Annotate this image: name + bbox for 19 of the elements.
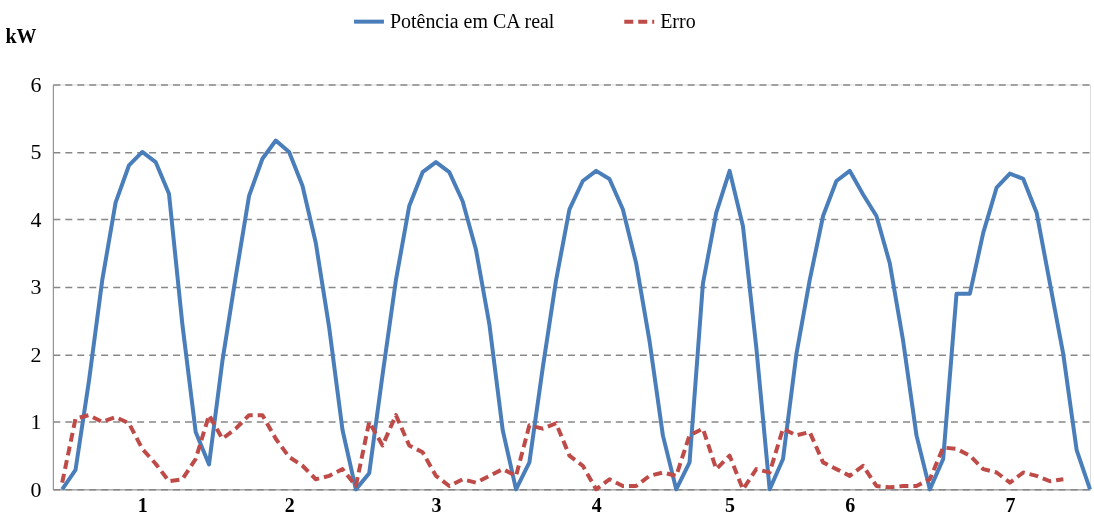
x-tick-label: 2 bbox=[284, 493, 295, 516]
x-tick-label: 7 bbox=[1005, 493, 1016, 516]
x-tick-label: 1 bbox=[137, 493, 148, 516]
y-axis-title: kW bbox=[5, 25, 37, 48]
y-tick-label: 5 bbox=[30, 139, 42, 165]
y-tick-label: 1 bbox=[30, 409, 42, 435]
x-tick-label: 6 bbox=[845, 493, 856, 516]
legend-label: Potência em CA real bbox=[389, 9, 555, 32]
x-tick-label: 3 bbox=[431, 493, 442, 516]
y-tick-label: 2 bbox=[30, 341, 42, 367]
y-tick-label: 0 bbox=[30, 476, 42, 502]
y-tick-label: 6 bbox=[30, 71, 42, 97]
x-tick-label: 4 bbox=[591, 493, 602, 516]
y-tick-label: 3 bbox=[30, 274, 42, 300]
x-tick-label: 5 bbox=[725, 493, 736, 516]
legend-label: Erro bbox=[660, 9, 696, 32]
line-series bbox=[60, 413, 1066, 492]
line-series bbox=[60, 138, 1093, 492]
y-tick-label: 4 bbox=[30, 206, 42, 232]
